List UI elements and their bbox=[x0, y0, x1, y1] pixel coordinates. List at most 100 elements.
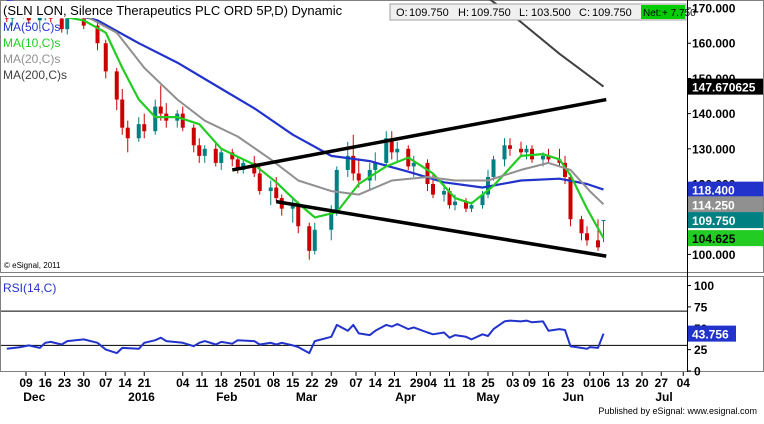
x-axis-day-label: 14 bbox=[369, 376, 383, 390]
candle-body bbox=[307, 226, 312, 251]
candle-body bbox=[120, 99, 125, 128]
price-axis-label: 130.000 bbox=[692, 142, 736, 156]
candle-body bbox=[596, 240, 600, 248]
price-value-label: 118.400 bbox=[692, 184, 735, 198]
x-axis-day-label: 18 bbox=[215, 376, 229, 390]
title-background bbox=[1, 1, 385, 18]
candle-body bbox=[125, 127, 130, 139]
x-axis-day-label: 21 bbox=[138, 376, 152, 390]
candle-body bbox=[508, 145, 512, 149]
candle-body bbox=[425, 162, 430, 185]
candle-body bbox=[95, 25, 100, 44]
ohlc-close-label: C: bbox=[579, 7, 590, 19]
candle-body bbox=[197, 145, 202, 156]
rsi-plot-group bbox=[1, 310, 687, 355]
x-axis-day-label: 06 bbox=[597, 376, 611, 390]
candle-body bbox=[202, 148, 207, 156]
candle-body bbox=[524, 148, 529, 153]
candle-body bbox=[114, 71, 119, 100]
rsi-axis-label: 100 bbox=[694, 279, 714, 293]
candle-body bbox=[411, 162, 416, 167]
candle-body bbox=[213, 148, 218, 163]
ma50-line bbox=[6, 0, 604, 191]
candle-body bbox=[59, 18, 64, 30]
esignal-watermark: © eSignal, 2011 bbox=[4, 261, 61, 270]
candle-body bbox=[453, 201, 457, 206]
candle-body bbox=[519, 148, 523, 153]
rsi-value-label: 43.756 bbox=[692, 328, 729, 342]
candle-body bbox=[158, 106, 163, 114]
ohlc-readout: O: 109.750 H: 109.750 L: 103.500 C: 109.… bbox=[389, 3, 696, 21]
candle-body bbox=[356, 173, 361, 181]
candle-body bbox=[502, 145, 507, 160]
x-axis-month-label: Feb bbox=[216, 390, 237, 404]
x-axis-month-label: 2016 bbox=[128, 390, 155, 404]
candle-body bbox=[329, 212, 334, 230]
lower-trendline bbox=[275, 199, 607, 258]
x-axis-day-label: 15 bbox=[286, 376, 300, 390]
price-axis-label: 160.000 bbox=[692, 37, 736, 51]
x-axis-month-label: Mar bbox=[296, 390, 318, 404]
upper-trendline bbox=[231, 97, 607, 172]
candle-body bbox=[389, 138, 394, 153]
rsi-line bbox=[6, 319, 605, 355]
x-axis-day-label: 04 bbox=[176, 376, 190, 390]
x-axis-day-label: 29 bbox=[325, 376, 339, 390]
price-axis-label: 100.000 bbox=[692, 248, 736, 262]
ohlc-high-value: 109.750 bbox=[471, 7, 511, 19]
candle-body bbox=[541, 155, 545, 160]
candle-body bbox=[268, 187, 273, 192]
candle-body bbox=[563, 162, 567, 177]
price-value-badge bbox=[688, 78, 763, 95]
price-value-label: 104.625 bbox=[692, 232, 736, 246]
x-axis-day-label: 11 bbox=[196, 376, 209, 390]
publisher-credit: Published by eSignal: www.esignal.com bbox=[598, 406, 757, 416]
legend: MA(50,C)s MA(10,C)s MA(20,C)s MA(200,C)s bbox=[3, 20, 67, 82]
price-value-badge bbox=[688, 196, 763, 213]
candle-body bbox=[290, 205, 295, 209]
x-axis-day-label: 27 bbox=[655, 376, 669, 390]
candle-body bbox=[447, 191, 452, 206]
x-axis-day-label: 18 bbox=[462, 376, 476, 390]
ma10-line bbox=[6, 12, 605, 239]
candle-body bbox=[395, 148, 400, 153]
ohlc-box bbox=[389, 3, 687, 21]
candle-body bbox=[219, 152, 224, 163]
x-axis-day-label: 04 bbox=[677, 376, 691, 390]
x-axis-day-label: 22 bbox=[305, 376, 319, 390]
ma20-line bbox=[6, 7, 605, 206]
ohlc-open-value: 109.750 bbox=[409, 7, 449, 19]
price-value-label: 114.250 bbox=[692, 198, 735, 212]
legend-ma10: MA(10,C)s bbox=[3, 36, 60, 50]
x-axis-day-label: 30 bbox=[77, 376, 91, 390]
candle-body bbox=[235, 159, 240, 170]
candle-body bbox=[296, 205, 301, 227]
x-axis-day-label: 29 bbox=[410, 376, 424, 390]
x-axis-day-label: 01 bbox=[248, 376, 262, 390]
candle-body bbox=[568, 176, 573, 220]
x-axis-day-label: 25 bbox=[234, 376, 248, 390]
price-panel-frame bbox=[0, 0, 764, 273]
x-axis-day-label: 21 bbox=[388, 376, 402, 390]
candle-body bbox=[136, 124, 141, 139]
x-axis-day-label: 04 bbox=[424, 376, 438, 390]
price-value-badge bbox=[688, 230, 763, 247]
x-axis-day-label: 03 bbox=[506, 376, 520, 390]
price-value-label: 109.750 bbox=[692, 214, 736, 228]
candle-body bbox=[442, 191, 446, 195]
candle-body bbox=[81, 18, 86, 26]
candle-body bbox=[191, 127, 196, 146]
candle-body bbox=[601, 220, 606, 222]
price-value-badge bbox=[688, 212, 763, 229]
x-axis-day-label: 16 bbox=[542, 376, 556, 390]
x-axis-month-label: Apr bbox=[395, 390, 416, 404]
x-axis-day-label: 25 bbox=[481, 376, 495, 390]
price-axis-label: 170.000 bbox=[692, 2, 736, 16]
candle-body bbox=[585, 233, 589, 241]
x-axis-month-label: Jul bbox=[655, 390, 672, 404]
x-axis-day-label: 13 bbox=[616, 376, 630, 390]
candle-body bbox=[464, 201, 468, 209]
